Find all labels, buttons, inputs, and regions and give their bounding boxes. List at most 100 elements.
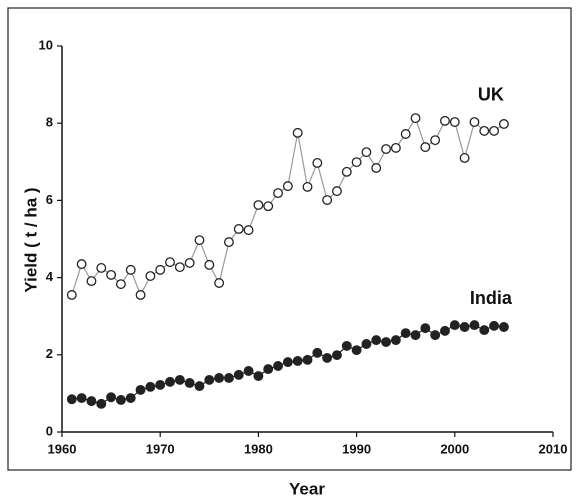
data-point (292, 127, 303, 138)
series-line (71, 116, 505, 297)
data-point (174, 262, 185, 273)
data-point (322, 195, 333, 205)
data-point (66, 394, 77, 405)
x-tick-label: 1970 (146, 441, 175, 456)
data-point (400, 328, 411, 339)
data-point (273, 188, 283, 199)
data-point (155, 264, 166, 275)
data-point (361, 147, 372, 158)
data-point (214, 278, 225, 288)
data-point (155, 379, 166, 390)
data-point (341, 340, 352, 351)
data-point (282, 181, 293, 192)
data-point (361, 339, 372, 349)
data-point (66, 290, 77, 300)
y-tick-label: 2 (46, 346, 53, 361)
data-point (302, 181, 313, 192)
series-label: India (470, 288, 513, 308)
data-point (86, 276, 97, 287)
x-tick-label: 2000 (440, 441, 469, 456)
series-label: UK (478, 85, 504, 105)
data-point (282, 357, 293, 368)
data-point (489, 320, 500, 331)
data-point (312, 347, 323, 358)
data-point (430, 330, 441, 341)
data-point (410, 330, 421, 341)
y-tick-label: 8 (46, 115, 53, 130)
y-tick-label: 10 (39, 37, 53, 52)
y-tick-label: 6 (46, 192, 53, 207)
y-axis-title: Yield ( t / ha ) (21, 187, 40, 292)
data-point (381, 144, 392, 155)
data-point (135, 384, 146, 395)
data-point (243, 225, 254, 236)
x-tick-label: 1990 (342, 441, 371, 456)
data-point (214, 373, 225, 383)
data-point (96, 398, 107, 409)
data-point (204, 259, 215, 270)
x-axis-title: Year (289, 479, 325, 498)
data-point (371, 163, 382, 173)
data-point (253, 200, 264, 210)
data-point (76, 259, 87, 270)
data-point (420, 323, 431, 334)
data-point (381, 337, 392, 348)
data-point (479, 325, 490, 336)
data-point (489, 125, 500, 136)
data-point (145, 271, 156, 282)
data-point (440, 325, 450, 336)
data-point (233, 369, 244, 380)
data-point (371, 335, 382, 346)
data-point (223, 373, 234, 383)
data-point (125, 393, 136, 403)
data-point (165, 376, 175, 387)
data-point (341, 166, 352, 177)
data-point (302, 354, 313, 365)
data-point (115, 395, 126, 405)
y-tick-label: 0 (46, 423, 53, 438)
x-tick-label: 1980 (244, 441, 273, 456)
data-point (449, 320, 460, 331)
data-point (498, 119, 509, 129)
data-point (184, 378, 195, 388)
data-point (273, 361, 283, 371)
data-point (351, 157, 362, 168)
data-point (135, 290, 146, 300)
data-point (322, 352, 333, 363)
data-point (440, 115, 450, 126)
data-point (96, 263, 107, 273)
data-point (223, 237, 234, 248)
data-point (184, 257, 195, 268)
data-point (312, 158, 323, 168)
data-point (459, 152, 470, 163)
data-point (174, 374, 185, 385)
data-point (469, 117, 480, 127)
data-point (479, 125, 490, 136)
data-point (125, 264, 136, 275)
data-point (253, 371, 264, 381)
data-point (332, 350, 342, 361)
x-tick-label: 1960 (48, 441, 77, 456)
data-point (115, 279, 126, 290)
data-point (194, 381, 205, 392)
data-point (390, 335, 401, 346)
data-point (145, 381, 156, 392)
data-point (498, 322, 509, 332)
data-point (263, 201, 274, 212)
data-point (204, 374, 215, 385)
data-point (332, 186, 342, 197)
data-point (86, 396, 97, 407)
data-point (459, 322, 470, 332)
data-point (469, 320, 480, 331)
data-point (351, 345, 362, 356)
data-point (292, 356, 303, 366)
data-point (106, 392, 117, 403)
data-point (410, 113, 421, 124)
data-point (449, 117, 460, 127)
y-tick-label: 4 (46, 269, 54, 284)
data-point (420, 142, 431, 153)
data-point (430, 135, 441, 146)
data-point (263, 364, 274, 375)
data-point (243, 366, 254, 376)
